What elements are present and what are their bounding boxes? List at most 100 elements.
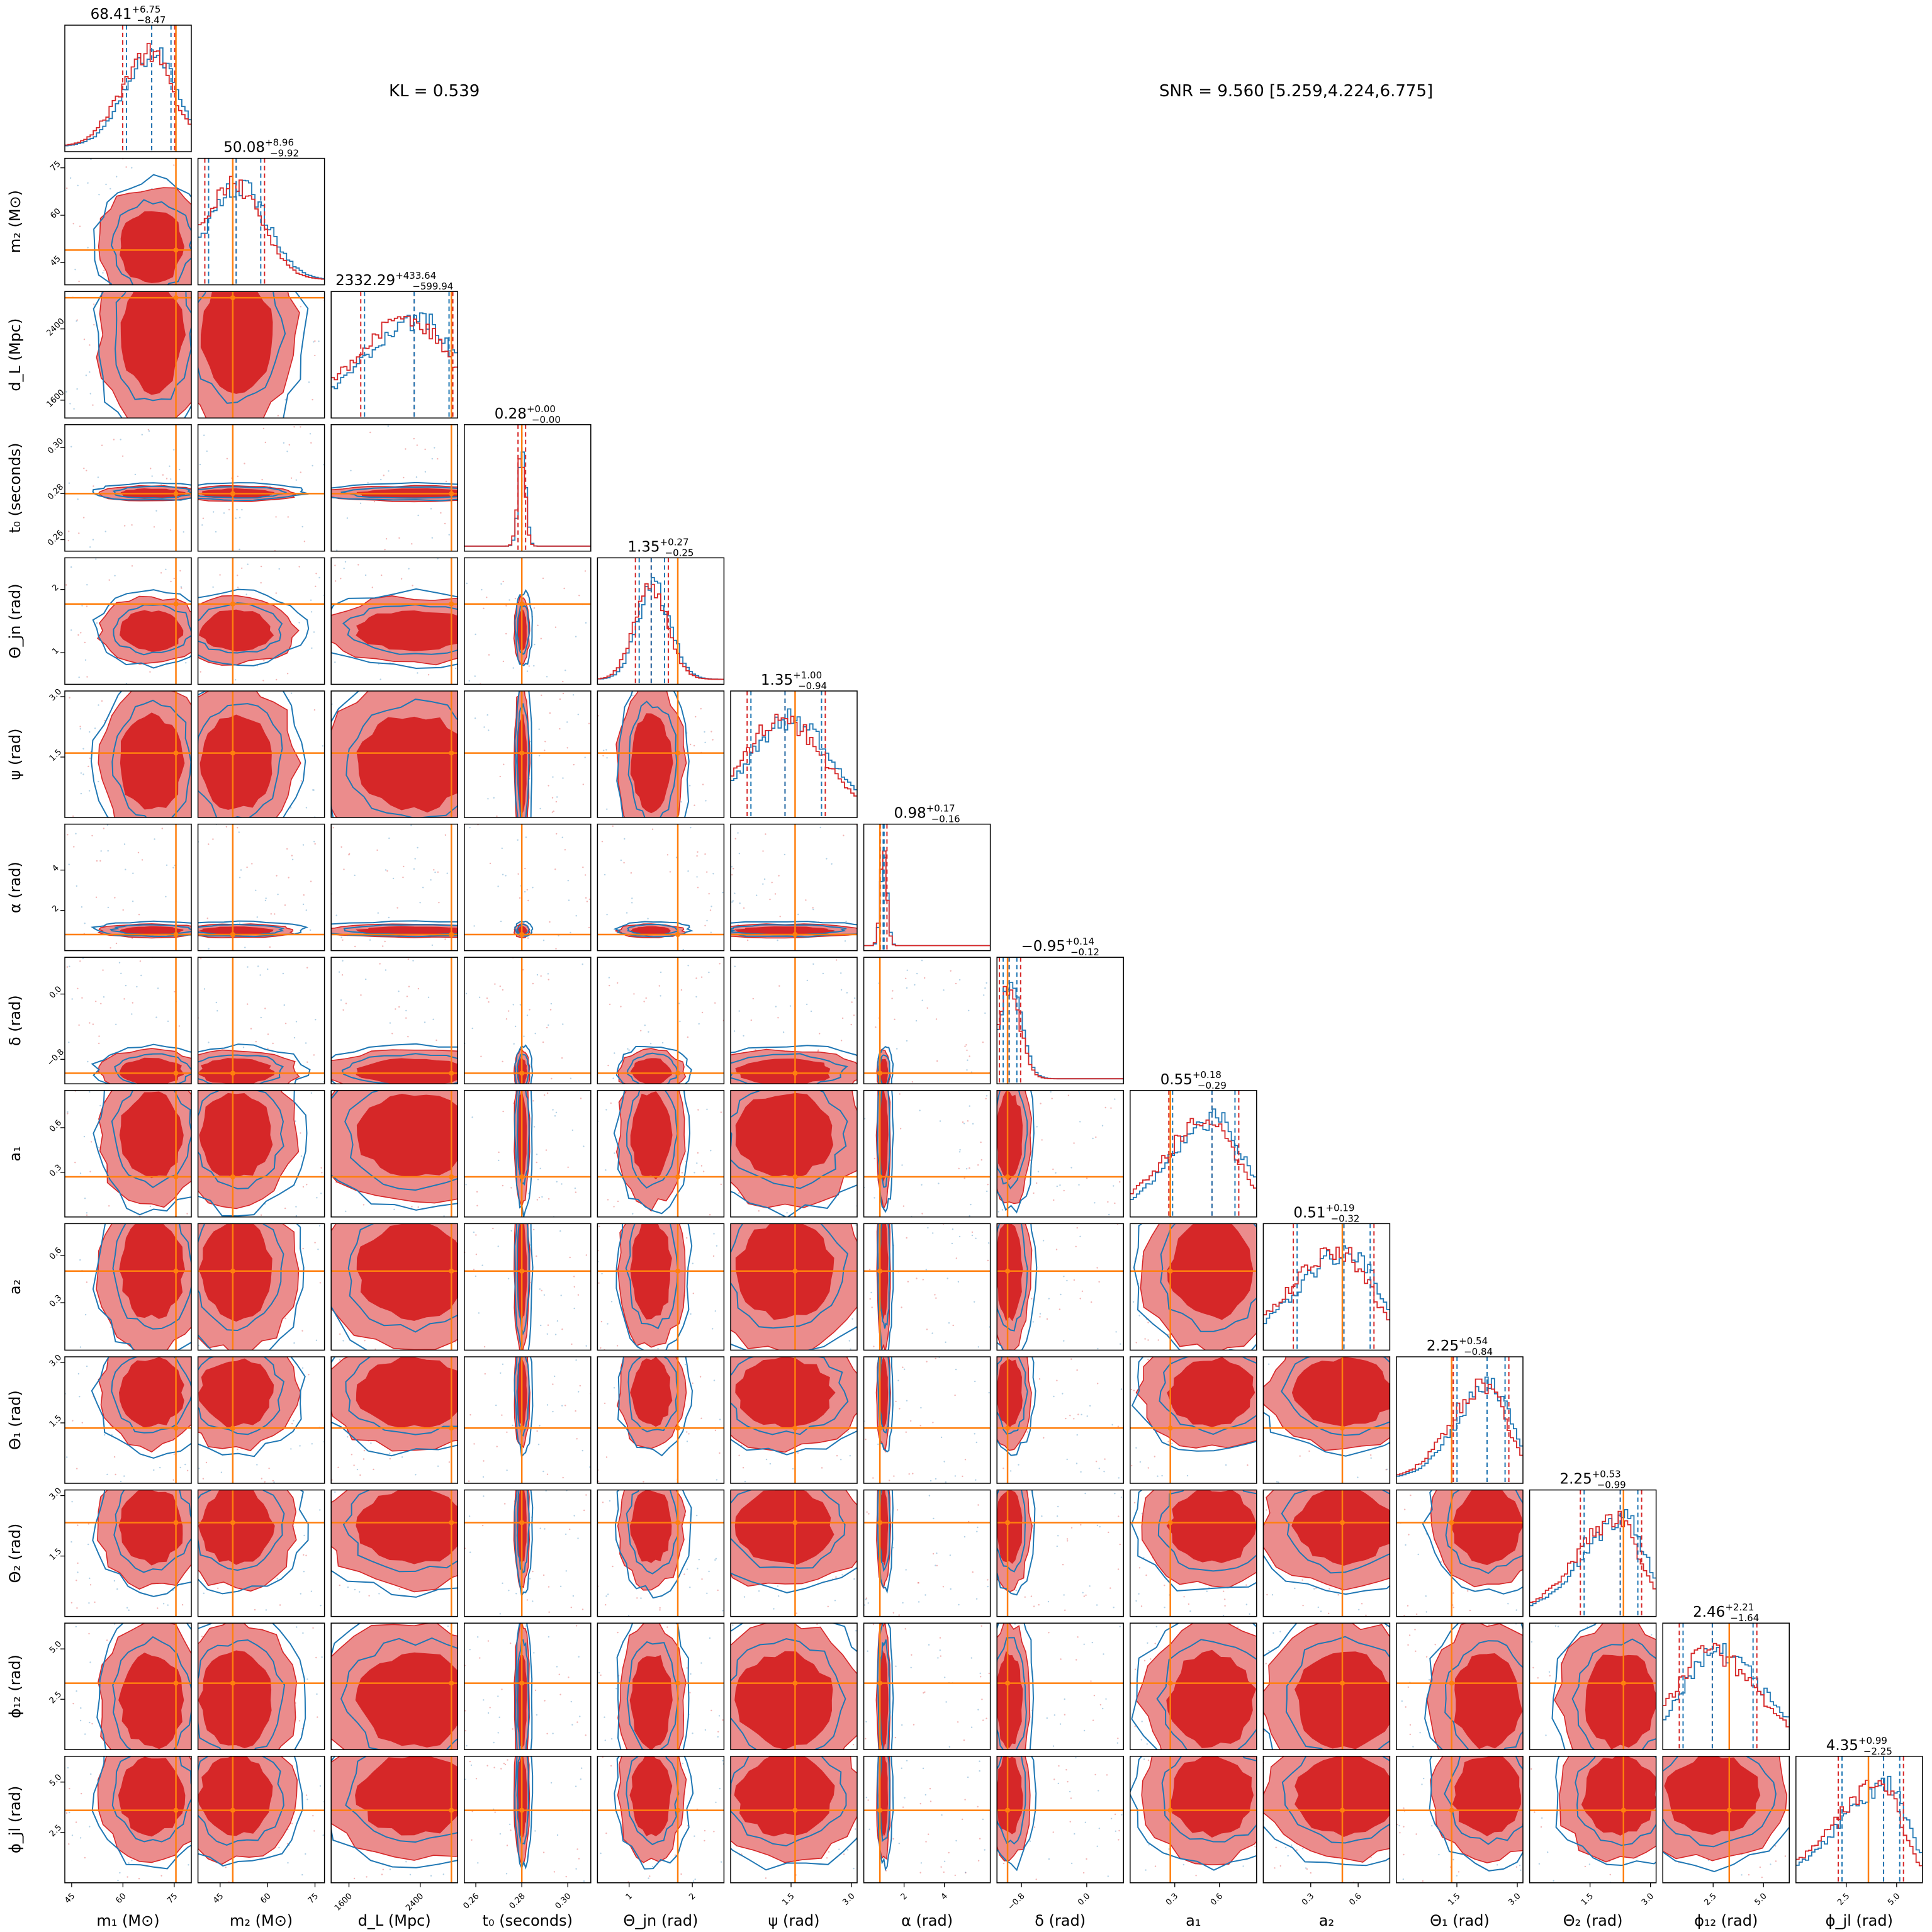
contour-panel-11-10 [1396,1489,1524,1617]
sample-point [1651,1634,1653,1636]
sample-point [493,797,495,799]
sample-point [506,1431,508,1433]
sample-point [548,1611,550,1613]
sample-point [1070,1358,1072,1360]
sample-point [427,996,430,999]
sample-point [981,1699,983,1700]
y-tick-label-10-1: 3.0 [48,1353,64,1369]
sample-point [310,599,312,601]
sample-point [67,1113,69,1115]
sample-point [479,1657,481,1659]
contour-blue-inner [115,291,191,402]
sample-point [610,1765,612,1767]
sample-point [265,1609,267,1611]
contour-blue-inner [516,1223,530,1335]
sample-point [643,1001,645,1003]
sample-point [865,1439,867,1441]
sample-point [585,1734,587,1736]
sample-point [505,605,507,607]
sample-point [1097,1383,1099,1384]
sample-point [293,1420,295,1422]
sample-point [758,1590,760,1592]
sample-point [508,1010,510,1012]
sample-point [1115,1830,1117,1832]
truth-marker [449,601,454,607]
truth-marker [1005,1520,1011,1525]
sample-point [201,524,203,526]
sample-point [1301,1848,1304,1850]
contour-panel-10-0: 1.53.0Θ₁ (rad) [6,1353,192,1484]
sample-point [1055,1249,1058,1250]
sample-point [898,1614,900,1616]
sample-point [698,1559,700,1561]
sample-point [1039,1313,1042,1315]
sample-point [529,1578,531,1580]
sample-point [1144,1338,1146,1340]
sample-point [496,1446,498,1447]
contour-panel-13-5: 1.5 3.0ψ (rad) [730,1756,858,1929]
sample-point [93,485,94,487]
sample-point [657,1347,659,1350]
sample-point [552,1733,554,1734]
sample-point [89,1022,91,1024]
sample-point [121,455,124,457]
sample-point [916,1278,918,1279]
y-tick-label-1-2: 75 [48,159,62,173]
panel-frame [996,1223,1124,1351]
sample-point [975,1441,978,1444]
sample-point [300,426,301,428]
sample-point [771,882,773,884]
contour-blue-inner [341,1053,458,1084]
sample-point [1113,1185,1115,1187]
sample-point [67,539,70,542]
sample-point [924,1594,926,1596]
panel-frame [1262,1622,1391,1750]
histogram-blue-0 [65,47,191,147]
sample-point [76,1580,77,1581]
histogram-red-3 [464,458,591,547]
sample-point [836,1455,838,1457]
sample-point [354,1588,356,1591]
x-axis-label-2: d_L (Mpc) [358,1912,431,1929]
sample-point [964,1799,966,1800]
y-tick-label-6-0: 2 [50,904,60,914]
sample-point [148,430,150,432]
sample-point [278,568,280,570]
truth-marker [173,750,179,756]
sample-point [264,1008,266,1009]
sample-point [602,1502,604,1503]
contour-blue-inner [112,1636,191,1750]
sample-point [553,810,554,812]
sample-point [256,1464,258,1466]
sample-point [92,1023,94,1025]
truth-marker [792,1680,798,1686]
sample-point [1547,1851,1549,1853]
contour-red-inner [199,714,272,810]
y-axis-label-3: t₀ (seconds) [6,443,24,533]
sample-point [1041,1515,1043,1517]
contour-blue-outer [1663,1756,1790,1873]
sample-point [1143,1758,1145,1760]
sample-point [123,1475,125,1477]
sample-point [558,1673,560,1675]
sample-point [752,997,755,1000]
sample-point [502,1060,503,1063]
sample-point [383,475,385,476]
contour-blue-outer [514,691,532,817]
sample-point [342,1340,344,1342]
contour-red-inner [118,1652,184,1749]
sample-point [67,1766,69,1769]
sample-point [845,920,847,923]
sample-point [268,1468,270,1469]
contour-blue-inner [198,1490,285,1571]
sample-point [570,1077,572,1079]
x-axis-label-6: α (rad) [901,1912,953,1929]
contour-red-inner [997,1490,1023,1564]
sample-point [99,860,101,862]
sample-point [427,674,430,676]
sample-point [295,1021,298,1023]
sample-point [86,584,88,586]
sample-point [153,1469,155,1471]
sample-point [1146,1743,1149,1745]
contour-red-inner [734,1490,834,1565]
